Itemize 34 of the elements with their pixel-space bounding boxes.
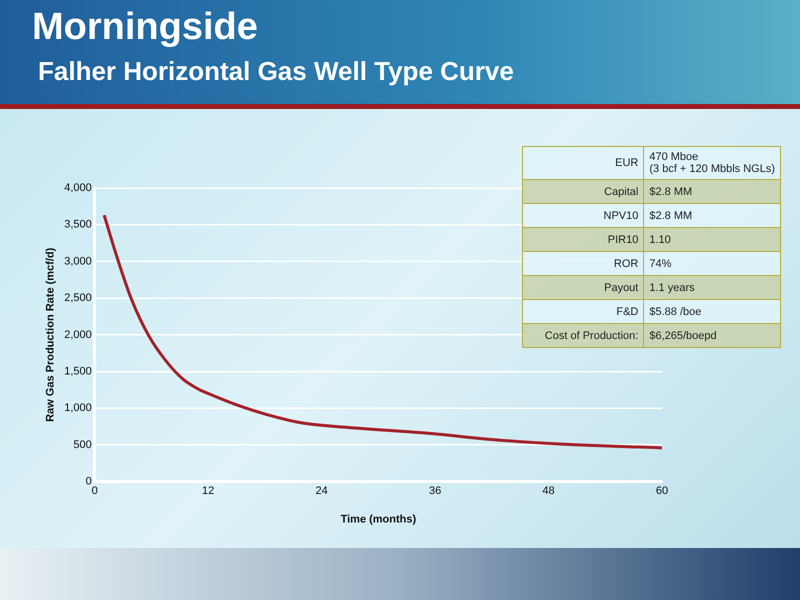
annotation: $6,265/boepd bbox=[644, 324, 780, 348]
x-tick-label: 24 bbox=[316, 485, 328, 498]
x-tick-label: 36 bbox=[428, 485, 442, 498]
annotation: 1.1 years bbox=[644, 276, 780, 300]
text: 470 Mboe (3 bcf + 120 Mbbls NGLs) bbox=[649, 151, 775, 175]
annotation: Capital bbox=[522, 180, 644, 204]
annotation: NPV10 bbox=[522, 204, 644, 228]
annotation: PIR10 bbox=[522, 228, 644, 252]
y-tick-label: 2,500 bbox=[64, 292, 92, 304]
x-axis-title: Time (months) bbox=[340, 513, 416, 526]
y-tick-label: 4,000 bbox=[64, 182, 92, 194]
text: EUR bbox=[615, 157, 638, 169]
y-tick-label: 1,500 bbox=[64, 366, 92, 378]
chart-subtitle: Falher Horizontal Gas Well Type Curve bbox=[38, 56, 514, 87]
y-tick-label: 3,500 bbox=[64, 218, 92, 231]
annotation: $2.8 MM bbox=[644, 204, 780, 228]
chart-title: Morningside bbox=[32, 6, 258, 49]
x-tick-label: 12 bbox=[202, 485, 214, 498]
annotation: 1.10 bbox=[644, 228, 780, 252]
annotation: Cost of Production: bbox=[522, 324, 644, 348]
x-tick-label: 48 bbox=[542, 485, 555, 498]
y-tick-label: 0 bbox=[86, 476, 92, 488]
annotation: 74% bbox=[644, 252, 780, 276]
annotation: $5.88 /boe bbox=[644, 300, 780, 324]
y-tick-label: 1,000 bbox=[64, 402, 92, 414]
y-tick-label: 3,000 bbox=[64, 255, 92, 268]
y-tick-label: 500 bbox=[73, 438, 92, 451]
y-axis-title: Raw Gas Production Rate (mcf/d) bbox=[44, 247, 57, 422]
annotation: F&D bbox=[522, 300, 644, 324]
annotation: Payout bbox=[522, 276, 644, 300]
x-tick-label: 60 bbox=[656, 485, 668, 498]
annotation: $2.8 MM bbox=[644, 180, 780, 204]
y-tick-label: 2,000 bbox=[64, 328, 92, 341]
annotation: ROR bbox=[522, 252, 644, 276]
